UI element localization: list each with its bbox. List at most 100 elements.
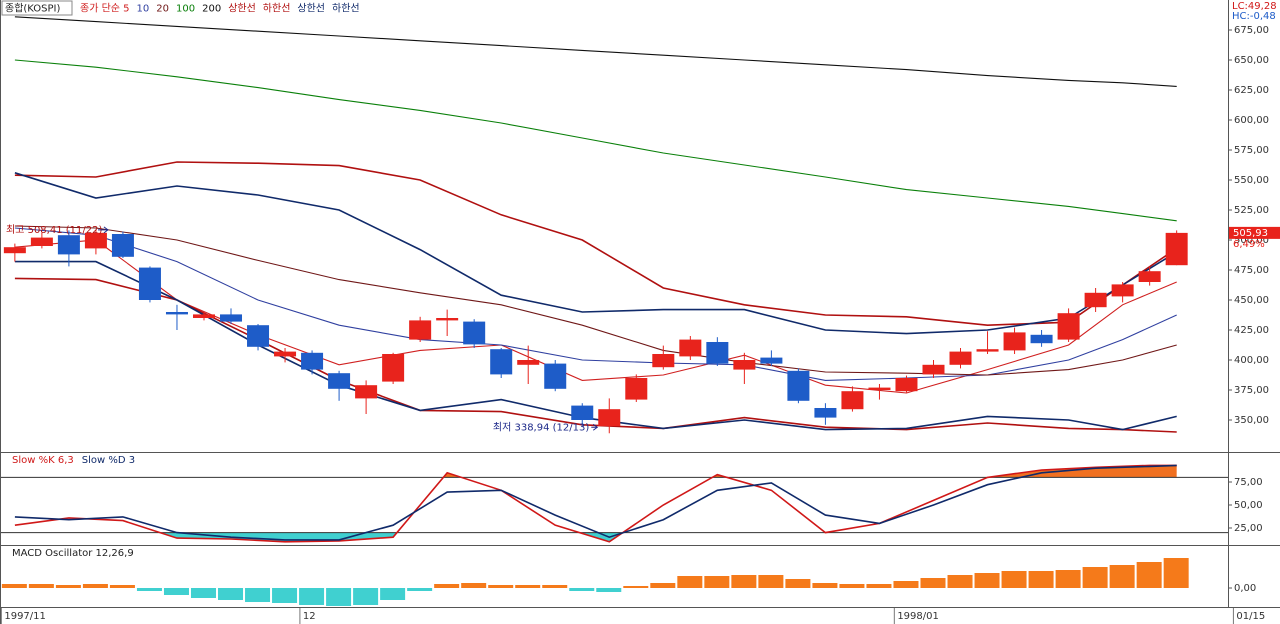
candle-body <box>111 233 134 257</box>
macd-bar <box>1028 571 1054 588</box>
close-label: 505,93 <box>1233 228 1268 239</box>
candle-body <box>301 352 324 370</box>
candle-body <box>598 409 621 426</box>
stoch-line <box>14 464 1177 541</box>
title-box <box>1 0 73 16</box>
candle-body <box>3 247 26 254</box>
y-tick-label: 650,00 <box>1234 55 1269 66</box>
candle-body <box>949 351 972 365</box>
macd-bar <box>218 588 244 600</box>
macd-bar <box>407 588 433 591</box>
macd-bar <box>136 588 162 591</box>
candle-body <box>220 314 243 322</box>
candle-body <box>1057 313 1080 340</box>
y-tick-label: 475,00 <box>1234 265 1269 276</box>
macd-bar <box>380 588 406 600</box>
ma-line <box>14 16 1177 87</box>
macd-bar <box>434 584 460 588</box>
macd-bar <box>82 584 108 588</box>
hc-label: HC:-0,48 <box>1232 11 1276 22</box>
y-tick-label: 400,00 <box>1234 355 1269 366</box>
macd-bar <box>677 576 703 588</box>
legend-entry: 20 <box>156 4 169 15</box>
macd-bar <box>920 578 946 588</box>
x-tick-label: 01/15 <box>1236 611 1265 622</box>
candle-body <box>328 373 351 389</box>
macd-bar <box>893 581 919 588</box>
macd-bar <box>947 575 973 588</box>
macd-bar <box>1055 570 1081 588</box>
legend-entry: 상한선 <box>297 3 325 15</box>
y-tick-label: 550,00 <box>1234 175 1269 186</box>
ma-line <box>14 277 1177 433</box>
candle-body <box>1165 232 1188 266</box>
candle-body <box>760 357 783 364</box>
y-tick-label: 375,00 <box>1234 385 1269 396</box>
ma-line <box>14 172 1178 335</box>
macd-bar <box>812 583 838 588</box>
macd-bar <box>839 584 865 588</box>
macd-bar <box>704 576 730 588</box>
macd-bar <box>650 583 676 588</box>
macd-bar <box>326 588 352 606</box>
y-tick-label: 50,00 <box>1234 500 1263 511</box>
legend-entry: Slow %K 6,3 <box>12 455 74 466</box>
y-tick-label: 25,00 <box>1234 523 1263 534</box>
macd-bar <box>1 584 27 588</box>
annotation-arrow <box>591 423 599 431</box>
candle-body <box>1084 292 1107 308</box>
price-box <box>1229 226 1280 239</box>
ma-line <box>14 227 1177 381</box>
candle-body <box>679 339 702 357</box>
legend-entry: 하한선 <box>332 2 360 15</box>
candle-body <box>625 377 648 400</box>
macd-bar <box>569 588 595 591</box>
panel-title: MACD Oscillator 12,26,9 <box>12 548 134 559</box>
macd-bar <box>623 586 649 588</box>
legend-entry: 종가 단순 5 <box>80 3 130 15</box>
y-tick-label: 450,00 <box>1234 295 1269 306</box>
macd-bar <box>731 575 757 588</box>
lc-label: LC:49,28 <box>1232 1 1277 12</box>
change-label: 6,49% <box>1233 239 1265 250</box>
macd-bar <box>299 588 325 605</box>
candle-body <box>57 235 80 255</box>
y-tick-label: 0,00 <box>1234 583 1256 594</box>
candle-body <box>517 359 540 365</box>
candle-body <box>1030 334 1053 344</box>
plot-layer: 350,00 375,00 400,00 425,00 450,00 475,00 500,… <box>0 16 1269 624</box>
legend-entry: 100 <box>176 4 195 15</box>
macd-bar <box>1163 558 1189 588</box>
y-tick-label: 525,00 <box>1234 205 1269 216</box>
macd-bar <box>109 585 135 588</box>
y-tick-label: 600,00 <box>1234 115 1269 126</box>
legend-entry: Slow %D 3 <box>82 455 135 466</box>
candle-body <box>895 377 918 392</box>
candle-body <box>84 232 107 249</box>
macd-bar <box>1109 565 1135 588</box>
candle-body <box>274 351 297 357</box>
macd-bar <box>758 575 784 588</box>
candle-body <box>192 314 215 318</box>
y-tick-label: 425,00 <box>1234 325 1269 336</box>
candle-body <box>868 387 891 390</box>
macd-bar <box>1082 567 1108 588</box>
legend-entry: 상한선 <box>228 3 256 15</box>
low-annotation: 최저 338,94 (12/13) <box>493 421 589 433</box>
macd-bar <box>353 588 379 605</box>
stoch-line <box>14 464 1177 543</box>
candle-body <box>787 370 810 401</box>
y-tick-label: 75,00 <box>1234 477 1263 488</box>
macd-bar <box>1136 562 1162 588</box>
candle-body <box>841 391 864 410</box>
x-tick-label: 12 <box>303 611 316 622</box>
ma-line <box>14 225 1177 376</box>
macd-bar <box>1001 571 1027 588</box>
macd-bar <box>272 588 298 603</box>
candle-body <box>463 321 486 345</box>
candle-body <box>706 341 729 364</box>
candle-body <box>652 353 675 368</box>
macd-bar <box>245 588 271 602</box>
